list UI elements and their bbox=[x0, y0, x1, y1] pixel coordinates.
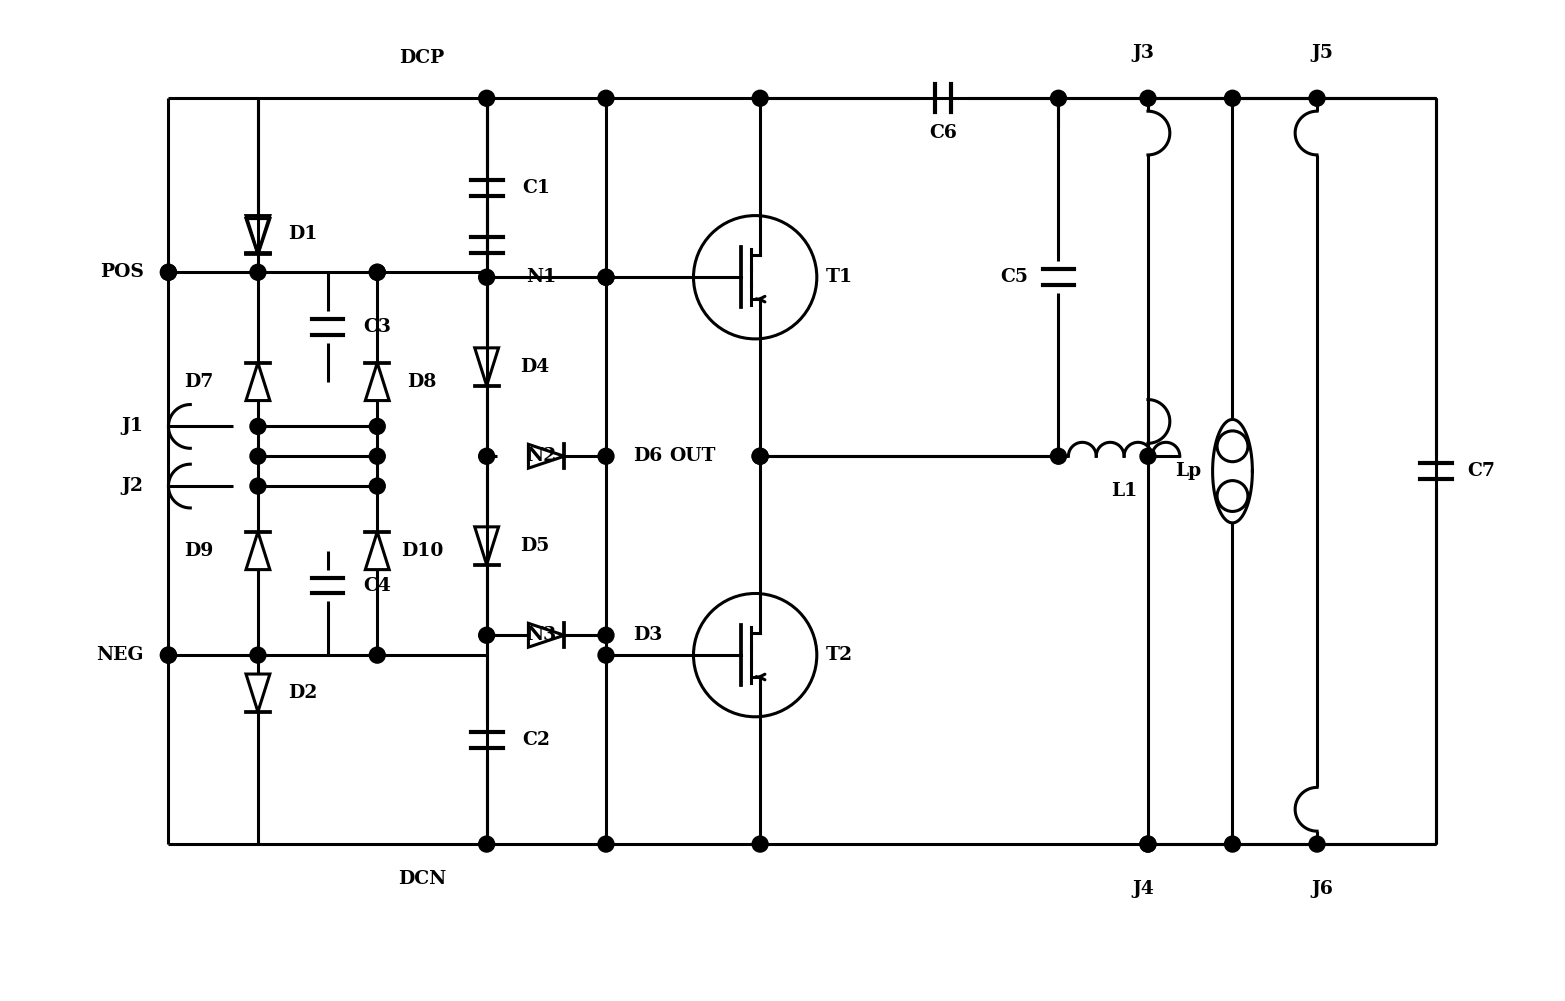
Text: D1: D1 bbox=[288, 225, 318, 243]
Text: J2: J2 bbox=[122, 477, 144, 495]
Circle shape bbox=[369, 418, 385, 434]
Text: T1: T1 bbox=[826, 268, 853, 286]
Text: J1: J1 bbox=[122, 417, 144, 435]
Text: J3: J3 bbox=[1131, 44, 1153, 62]
Text: POS: POS bbox=[100, 263, 144, 281]
Circle shape bbox=[598, 269, 613, 285]
Text: C3: C3 bbox=[363, 318, 391, 336]
Text: D3: D3 bbox=[634, 627, 662, 645]
Text: DCN: DCN bbox=[398, 870, 446, 888]
Text: J4: J4 bbox=[1131, 880, 1153, 898]
Circle shape bbox=[161, 648, 177, 663]
Circle shape bbox=[250, 264, 266, 280]
Circle shape bbox=[369, 648, 385, 663]
Circle shape bbox=[598, 448, 613, 464]
Circle shape bbox=[598, 836, 613, 852]
Text: DCP: DCP bbox=[399, 49, 444, 67]
Text: C5: C5 bbox=[1000, 268, 1028, 286]
Circle shape bbox=[479, 90, 495, 106]
Circle shape bbox=[753, 448, 768, 464]
Text: NEG: NEG bbox=[95, 646, 144, 664]
Text: C7: C7 bbox=[1466, 462, 1495, 480]
Circle shape bbox=[479, 269, 495, 285]
Circle shape bbox=[250, 648, 266, 663]
Text: C2: C2 bbox=[523, 731, 551, 749]
Circle shape bbox=[250, 418, 266, 434]
Circle shape bbox=[161, 264, 177, 280]
Circle shape bbox=[1139, 836, 1157, 852]
Circle shape bbox=[1224, 90, 1241, 106]
Circle shape bbox=[1050, 448, 1066, 464]
Circle shape bbox=[598, 628, 613, 644]
Circle shape bbox=[753, 90, 768, 106]
Circle shape bbox=[1050, 90, 1066, 106]
Text: D6: D6 bbox=[634, 447, 662, 465]
Circle shape bbox=[598, 648, 613, 663]
Text: N2: N2 bbox=[526, 447, 557, 465]
Circle shape bbox=[598, 269, 613, 285]
Text: L1: L1 bbox=[1111, 482, 1138, 500]
Circle shape bbox=[479, 628, 495, 644]
Text: Lp: Lp bbox=[1175, 462, 1200, 480]
Circle shape bbox=[1308, 836, 1326, 852]
Text: D4: D4 bbox=[520, 357, 549, 375]
Text: C6: C6 bbox=[930, 124, 958, 142]
Text: N1: N1 bbox=[526, 268, 557, 286]
Circle shape bbox=[1308, 90, 1326, 106]
Text: D7: D7 bbox=[185, 372, 213, 390]
Text: D8: D8 bbox=[407, 372, 437, 390]
Text: D5: D5 bbox=[520, 537, 549, 555]
Circle shape bbox=[598, 90, 613, 106]
Text: N3: N3 bbox=[526, 627, 557, 645]
Text: OUT: OUT bbox=[668, 447, 715, 465]
Circle shape bbox=[369, 448, 385, 464]
Circle shape bbox=[1139, 448, 1157, 464]
Circle shape bbox=[250, 478, 266, 494]
Circle shape bbox=[369, 264, 385, 280]
Text: J6: J6 bbox=[1311, 880, 1333, 898]
Circle shape bbox=[1139, 836, 1157, 852]
Text: D2: D2 bbox=[288, 684, 318, 702]
Circle shape bbox=[479, 836, 495, 852]
Circle shape bbox=[753, 836, 768, 852]
Circle shape bbox=[369, 264, 385, 280]
Text: T2: T2 bbox=[826, 646, 853, 664]
Circle shape bbox=[250, 448, 266, 464]
Circle shape bbox=[479, 448, 495, 464]
Circle shape bbox=[161, 648, 177, 663]
Text: D9: D9 bbox=[185, 542, 213, 560]
Text: D10: D10 bbox=[401, 542, 443, 560]
Circle shape bbox=[1139, 90, 1157, 106]
Circle shape bbox=[1224, 836, 1241, 852]
Circle shape bbox=[161, 264, 177, 280]
Text: J5: J5 bbox=[1311, 44, 1333, 62]
Text: C4: C4 bbox=[363, 577, 391, 595]
Text: C1: C1 bbox=[523, 179, 551, 197]
Circle shape bbox=[369, 478, 385, 494]
Circle shape bbox=[753, 448, 768, 464]
